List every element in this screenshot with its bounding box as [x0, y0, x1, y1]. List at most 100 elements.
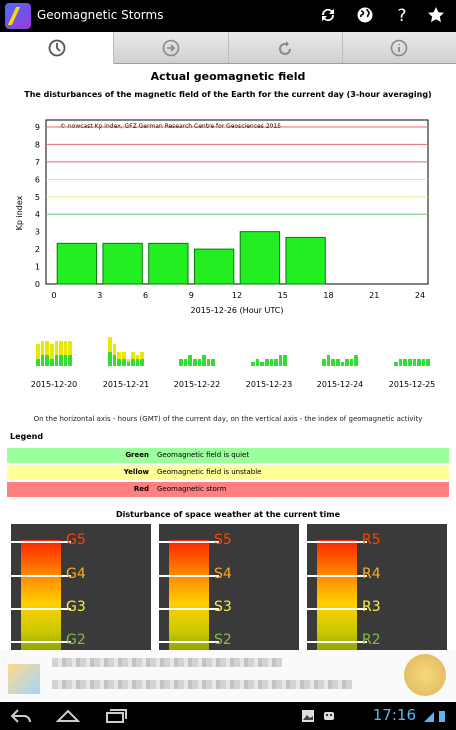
history-bar-green [59, 355, 63, 366]
history-bars [394, 330, 430, 366]
history-bar-yellow [45, 340, 49, 356]
history-bar [206, 358, 211, 366]
history-bar-green [251, 362, 255, 366]
system-navbar: 17:16 [0, 702, 456, 730]
scale-label: S5 [214, 532, 232, 548]
recent-apps-icon[interactable] [104, 708, 128, 724]
s-scale-panel: S5 S4 S3 S2 [159, 524, 299, 650]
history-bar [63, 340, 68, 366]
history-bar [183, 358, 188, 366]
history-bar-yellow [63, 340, 68, 356]
history-date: 2015-12-22 [173, 380, 221, 389]
scale-marker [159, 575, 219, 577]
history-bar-green [108, 351, 112, 366]
star-icon[interactable] [426, 6, 446, 26]
history-bar [140, 351, 144, 366]
y-tick-label: 4 [35, 210, 40, 219]
history-bar [335, 358, 340, 366]
tab-clock[interactable] [0, 32, 115, 64]
scale-marker [11, 575, 71, 577]
history-bars [251, 330, 287, 366]
history-day[interactable]: 2015-12-22 [161, 330, 233, 392]
history-bar-green [36, 358, 40, 366]
history-bar-green [192, 358, 197, 366]
tab-info[interactable] [342, 32, 456, 64]
back-icon[interactable] [10, 708, 34, 724]
tab-refresh[interactable] [228, 32, 343, 64]
history-bar [54, 340, 59, 366]
history-bar-green [278, 355, 283, 366]
kp-bar [193, 248, 235, 285]
globe-icon[interactable] [355, 6, 375, 26]
tab-bar [0, 32, 456, 64]
scale-label: S4 [214, 566, 232, 582]
history-bar [340, 362, 345, 366]
history-bar [278, 355, 283, 366]
legend-row-yellow: Yellow Geomagnetic field is unstable [7, 465, 449, 480]
legend-value: Geomagnetic storm [157, 485, 227, 493]
history-bar [135, 355, 140, 366]
legend-key: Yellow [123, 468, 149, 476]
y-tick-label: 9 [35, 123, 40, 132]
y-tick-label: 1 [35, 263, 40, 272]
history-day[interactable]: 2015-12-24 [304, 330, 376, 392]
history-bar-green [274, 358, 278, 366]
history-bar-green [398, 358, 403, 366]
history-bar-green [417, 358, 421, 366]
home-icon[interactable] [56, 709, 80, 723]
tab-forward[interactable] [114, 32, 229, 64]
ad-button[interactable] [404, 654, 446, 696]
history-bar-green [206, 358, 211, 366]
signal-battery-icon [424, 711, 445, 722]
x-tick-label: 12 [232, 291, 242, 300]
history-day[interactable]: 2015-12-20 [18, 330, 90, 392]
scale-gradient [169, 540, 209, 650]
clock-icon [48, 39, 66, 57]
history-bar-green [335, 358, 340, 366]
legend-key: Red [133, 485, 149, 493]
scale-label: S2 [214, 632, 232, 648]
history-bar [188, 355, 192, 366]
history-day[interactable]: 2015-12-25 [376, 330, 448, 392]
history-bar-yellow [112, 344, 117, 356]
scale-label: G4 [66, 566, 86, 582]
history-bar-yellow [140, 351, 144, 359]
history-bar-green [68, 355, 72, 366]
history-bar [264, 358, 269, 366]
history-bar-green [260, 362, 264, 366]
ad-text [52, 680, 352, 689]
app-logo-icon [5, 3, 31, 29]
history-bar [407, 358, 412, 366]
ad-logo [8, 664, 40, 694]
info-icon [391, 39, 408, 57]
y-tick-label: 6 [35, 175, 40, 184]
scale-marker [159, 608, 219, 610]
history-day[interactable]: 2015-12-21 [90, 330, 162, 392]
history-day[interactable]: 2015-12-23 [233, 330, 305, 392]
history-date: 2015-12-25 [388, 380, 436, 389]
help-icon[interactable]: ? [397, 6, 407, 26]
history-bar-green [264, 358, 269, 366]
history-bar-yellow [117, 351, 121, 359]
scale-label: R2 [362, 632, 381, 648]
history-bar-green [183, 358, 188, 366]
history-bar [354, 355, 358, 366]
history-bar [322, 358, 326, 366]
refresh-icon[interactable] [318, 6, 338, 26]
g-scale-panel: G5 G4 G3 G2 [11, 524, 151, 650]
history-bar [274, 358, 278, 366]
history-bar-yellow [54, 340, 59, 356]
history-bar-green [269, 358, 274, 366]
axis-note: On the horizontal axis - hours (GMT) of … [33, 415, 423, 423]
legend-row-red: Red Geomagnetic storm [7, 482, 449, 497]
history-bar-yellow [121, 351, 126, 359]
history-bar [192, 358, 197, 366]
ad-banner[interactable] [0, 650, 456, 702]
history-bar [331, 358, 335, 366]
legend-value: Geomagnetic field is unstable [157, 468, 262, 476]
scale-marker [307, 541, 367, 543]
history-bar-green [54, 355, 59, 366]
history-bar-green [412, 358, 417, 366]
history-bar-green [63, 355, 68, 366]
history-bar [255, 358, 260, 366]
